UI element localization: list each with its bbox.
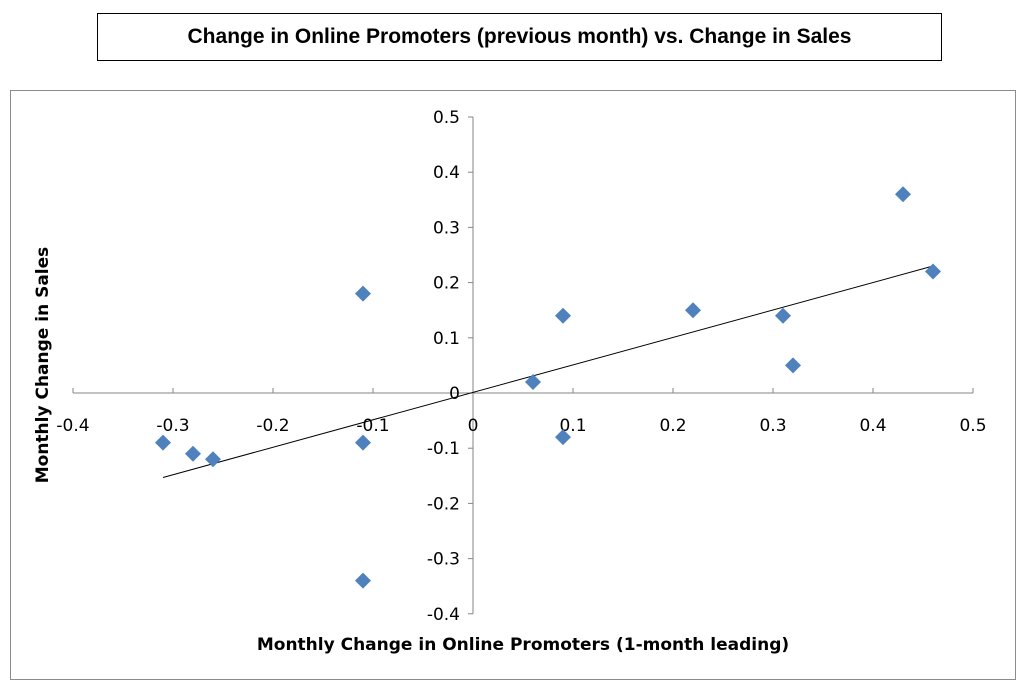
y-tick-label: -0.2 [427, 494, 460, 514]
y-tick-label: -0.1 [427, 439, 460, 459]
data-point [185, 445, 201, 462]
data-point [525, 373, 541, 390]
x-axis-label: Monthly Change in Online Promoters (1-mo… [257, 635, 789, 655]
trendline [162, 265, 934, 478]
x-tick-label: 0.1 [559, 416, 586, 436]
data-point [775, 307, 791, 324]
y-tick-label: -0.4 [427, 605, 460, 625]
y-tick-label: 0.4 [433, 163, 460, 183]
y-axis-label: Monthly Change in Sales [33, 247, 53, 484]
data-point [155, 434, 171, 451]
y-tick-label: 0 [449, 384, 460, 404]
data-point [785, 357, 801, 374]
x-tick-label: 0.2 [659, 416, 686, 436]
data-point [555, 429, 571, 446]
y-tick-label: 0.1 [433, 329, 460, 349]
data-point [205, 451, 221, 468]
data-point [355, 434, 371, 451]
x-tick-label: -0.2 [256, 416, 289, 436]
x-tick-label: 0.3 [759, 416, 786, 436]
chart-title: Change in Online Promoters (previous mon… [187, 25, 852, 48]
chart-title-box: Change in Online Promoters (previous mon… [97, 13, 942, 61]
x-tick-label: -0.3 [156, 416, 189, 436]
y-tick-label: 0.2 [433, 274, 460, 294]
x-tick-label: 0.4 [859, 416, 886, 436]
data-point [555, 307, 571, 324]
data-point [355, 572, 371, 589]
chart-area-frame [10, 90, 1016, 680]
x-tick-label: -0.4 [56, 416, 89, 436]
x-tick-label: 0 [468, 416, 479, 436]
x-tick-label: -0.1 [356, 416, 389, 436]
data-point [925, 263, 941, 280]
y-tick-label: -0.3 [427, 550, 460, 570]
data-point [895, 186, 911, 203]
y-tick-label: 0.5 [433, 108, 460, 128]
y-tick-label: 0.3 [433, 218, 460, 238]
data-point [685, 302, 701, 319]
data-point [355, 285, 371, 302]
x-tick-label: 0.5 [959, 416, 986, 436]
